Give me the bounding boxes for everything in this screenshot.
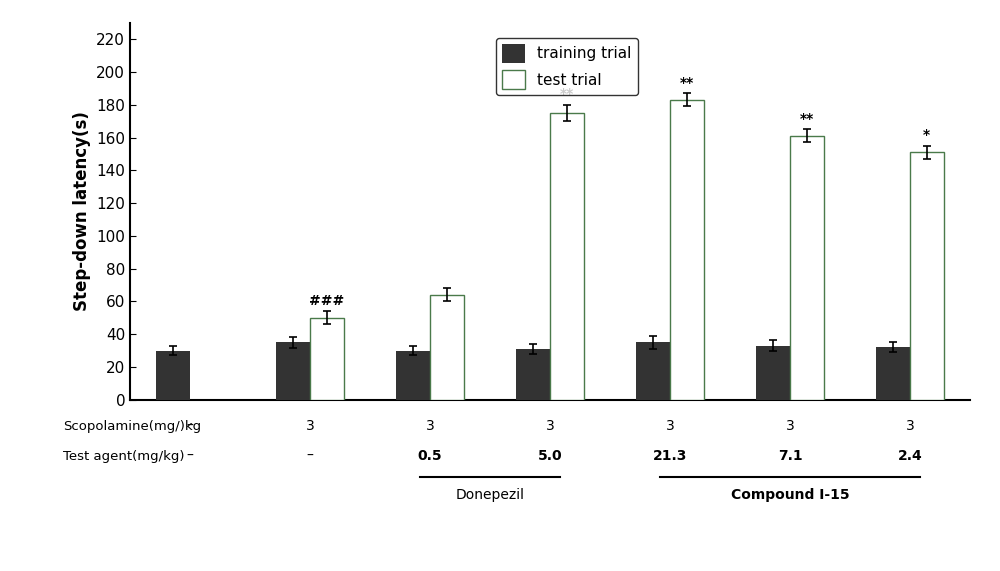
Bar <box>156 351 190 400</box>
Bar <box>756 345 790 400</box>
Text: 2.4: 2.4 <box>898 449 922 463</box>
Text: Compound I-15: Compound I-15 <box>731 488 849 502</box>
Text: 3: 3 <box>906 419 914 433</box>
Bar <box>636 343 670 400</box>
Text: 3: 3 <box>546 419 554 433</box>
Text: 0.5: 0.5 <box>418 449 442 463</box>
Bar <box>310 318 344 400</box>
Text: Donepezil: Donepezil <box>456 488 524 502</box>
Text: 5.0: 5.0 <box>538 449 562 463</box>
Text: 3: 3 <box>426 419 434 433</box>
Text: Test agent(mg/kg): Test agent(mg/kg) <box>63 450 184 463</box>
Bar <box>876 347 910 400</box>
Text: –: – <box>187 419 193 433</box>
Text: ###: ### <box>309 294 344 308</box>
Text: 3: 3 <box>666 419 674 433</box>
Text: 7.1: 7.1 <box>778 449 802 463</box>
Text: –: – <box>307 449 313 463</box>
Text: 21.3: 21.3 <box>653 449 687 463</box>
Y-axis label: Step-down latency(s): Step-down latency(s) <box>73 111 91 311</box>
Bar <box>550 113 584 400</box>
Text: *: * <box>923 128 930 142</box>
Text: 3: 3 <box>306 419 314 433</box>
Text: **: ** <box>800 112 814 126</box>
Text: **: ** <box>560 87 574 102</box>
Bar <box>276 343 310 400</box>
Bar <box>670 100 704 400</box>
Legend: training trial, test trial: training trial, test trial <box>496 38 638 95</box>
Bar <box>790 136 824 400</box>
Text: –: – <box>187 449 193 463</box>
Text: 3: 3 <box>786 419 794 433</box>
Bar <box>910 152 944 400</box>
Bar <box>396 351 430 400</box>
Text: **: ** <box>680 76 694 90</box>
Bar <box>430 295 464 400</box>
Text: Scopolamine(mg/)kg: Scopolamine(mg/)kg <box>63 420 201 433</box>
Bar <box>516 349 550 400</box>
